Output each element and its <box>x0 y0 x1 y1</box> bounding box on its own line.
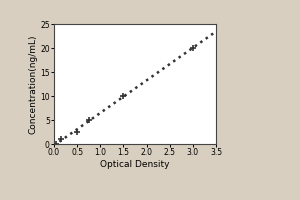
X-axis label: Optical Density: Optical Density <box>100 160 170 169</box>
Y-axis label: Concentration(ng/mL): Concentration(ng/mL) <box>28 34 38 134</box>
